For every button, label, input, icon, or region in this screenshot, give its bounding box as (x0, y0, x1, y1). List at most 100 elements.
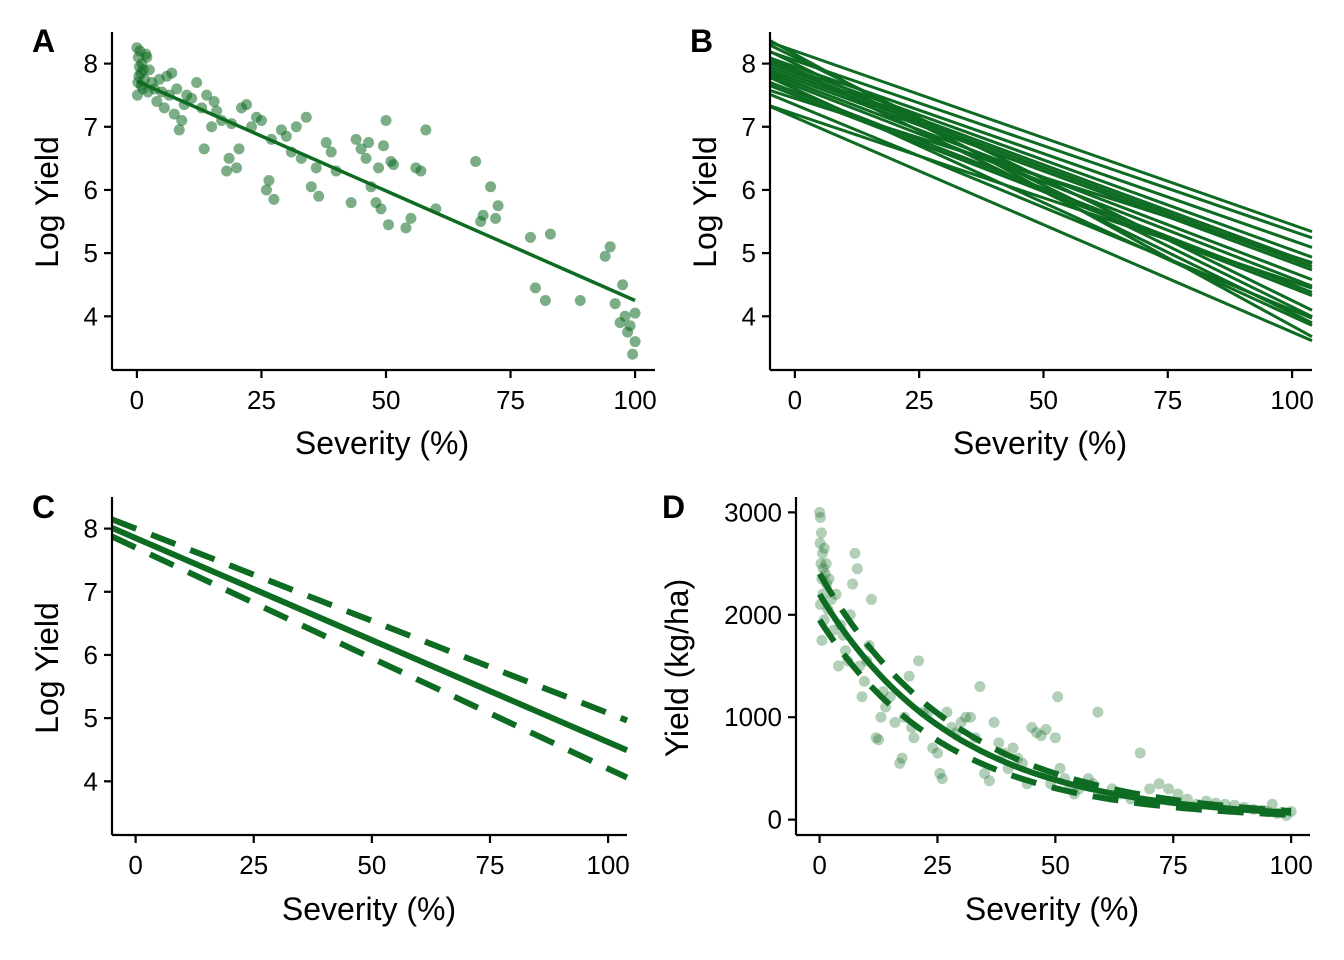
panel-a-y-title: Log Yield (29, 136, 65, 268)
data-point (865, 593, 877, 605)
data-point (171, 83, 183, 95)
panel-d-x-title: Severity (%) (965, 891, 1139, 927)
data-point (206, 121, 218, 133)
data-point (816, 634, 828, 646)
data-point (1052, 691, 1064, 703)
panel-b-x-title: Severity (%) (953, 425, 1127, 461)
panel-a-x-tick-label: 75 (496, 385, 525, 415)
panel-a-x-tick-label: 50 (372, 385, 401, 415)
data-point (529, 282, 541, 294)
data-point (131, 89, 143, 101)
data-point (470, 156, 482, 168)
panel-a-x-tick-label: 25 (247, 385, 276, 415)
panel-a-y-tick-label: 6 (84, 175, 98, 205)
data-point (355, 143, 367, 155)
series-line (769, 104, 1313, 290)
data-point (492, 200, 504, 212)
panel-b-y-tick-label: 6 (742, 175, 756, 205)
data-point (1266, 798, 1278, 810)
panel-d-y-tick-label: 1000 (724, 702, 782, 732)
panel-label-c: C (32, 489, 55, 525)
series-line (769, 39, 1313, 338)
data-point (231, 162, 243, 174)
data-point (609, 298, 621, 310)
data-point (1172, 788, 1184, 800)
data-point (870, 732, 882, 744)
data-point (908, 732, 920, 744)
data-point (241, 99, 253, 111)
panel-b-axes: 0 25 50 75 100 4 5 6 7 8 (742, 32, 1314, 415)
series-line (769, 50, 1313, 318)
series-line (769, 56, 1313, 325)
ci-lower-line (110, 533, 629, 781)
panel-d-x-tick-label: 100 (1269, 850, 1312, 880)
panel-label-a: A (32, 23, 55, 59)
data-point (964, 711, 976, 723)
data-point (151, 95, 163, 107)
panel-label-b: B (690, 23, 713, 59)
ci-lower-curve (817, 618, 1292, 818)
data-point (405, 212, 417, 224)
data-point (851, 563, 863, 575)
data-point (817, 563, 829, 575)
panel-a-axes: 0 25 50 75 100 4 5 6 7 8 (84, 32, 657, 415)
data-point (280, 130, 292, 142)
panel-a-x-title: Severity (%) (295, 425, 469, 461)
panel-b-y-tick-label: 7 (742, 112, 756, 142)
data-point (325, 146, 337, 158)
data-point (375, 203, 387, 215)
data-point (360, 152, 372, 164)
data-point (903, 670, 915, 682)
data-point (936, 773, 948, 785)
panel-c-y-tick-label: 6 (84, 640, 98, 670)
panel-c-x-tick-label: 50 (357, 850, 386, 880)
data-point (820, 558, 832, 570)
series-line (769, 62, 1313, 266)
data-point (988, 716, 1000, 728)
data-point (477, 209, 489, 221)
panel-d-y-title: Yield (kg/ha) (659, 579, 695, 757)
panel-a-y-tick-label: 4 (84, 301, 98, 331)
data-point (378, 140, 389, 152)
panel-d-x-tick-label: 25 (923, 850, 952, 880)
data-point (524, 231, 536, 243)
data-point (815, 527, 827, 539)
panel-c-y-tick-label: 4 (84, 766, 98, 796)
panel-c-x-tick-label: 75 (476, 850, 505, 880)
data-point (960, 711, 972, 723)
data-point (380, 114, 392, 126)
series-line (769, 59, 1313, 259)
data-point (1134, 747, 1146, 759)
panel-c-y-tick-label: 5 (84, 703, 98, 733)
panel-d-y-tick-label: 0 (768, 805, 782, 835)
data-point (1007, 742, 1019, 754)
data-point (1035, 730, 1047, 742)
data-point (420, 124, 432, 136)
data-point (974, 680, 986, 692)
data-point (875, 711, 887, 723)
series-line (769, 40, 1313, 234)
data-point (913, 655, 925, 667)
data-point (208, 95, 220, 107)
panel-d-x-tick-label: 50 (1041, 850, 1070, 880)
data-point (350, 133, 362, 145)
data-point (858, 675, 870, 687)
data-point (983, 775, 995, 787)
series-line (769, 105, 1313, 343)
data-point (263, 174, 275, 186)
panel-b-y-tick-label: 8 (742, 49, 756, 79)
data-point (268, 193, 280, 205)
panel-c-y-title: Log Yield (29, 602, 65, 734)
data-point (629, 307, 641, 319)
data-point (815, 511, 827, 523)
data-point (168, 108, 180, 120)
data-point (290, 121, 302, 133)
panel-d-x-tick-label: 0 (812, 850, 826, 880)
panel-b-x-tick-label: 100 (1270, 385, 1313, 415)
panel-a-y-tick-label: 8 (84, 49, 98, 79)
panel-c-marks (110, 516, 629, 781)
data-point (629, 336, 641, 348)
panel-c-y-tick-label: 7 (84, 577, 98, 607)
data-point (604, 241, 616, 253)
data-point (387, 159, 399, 171)
